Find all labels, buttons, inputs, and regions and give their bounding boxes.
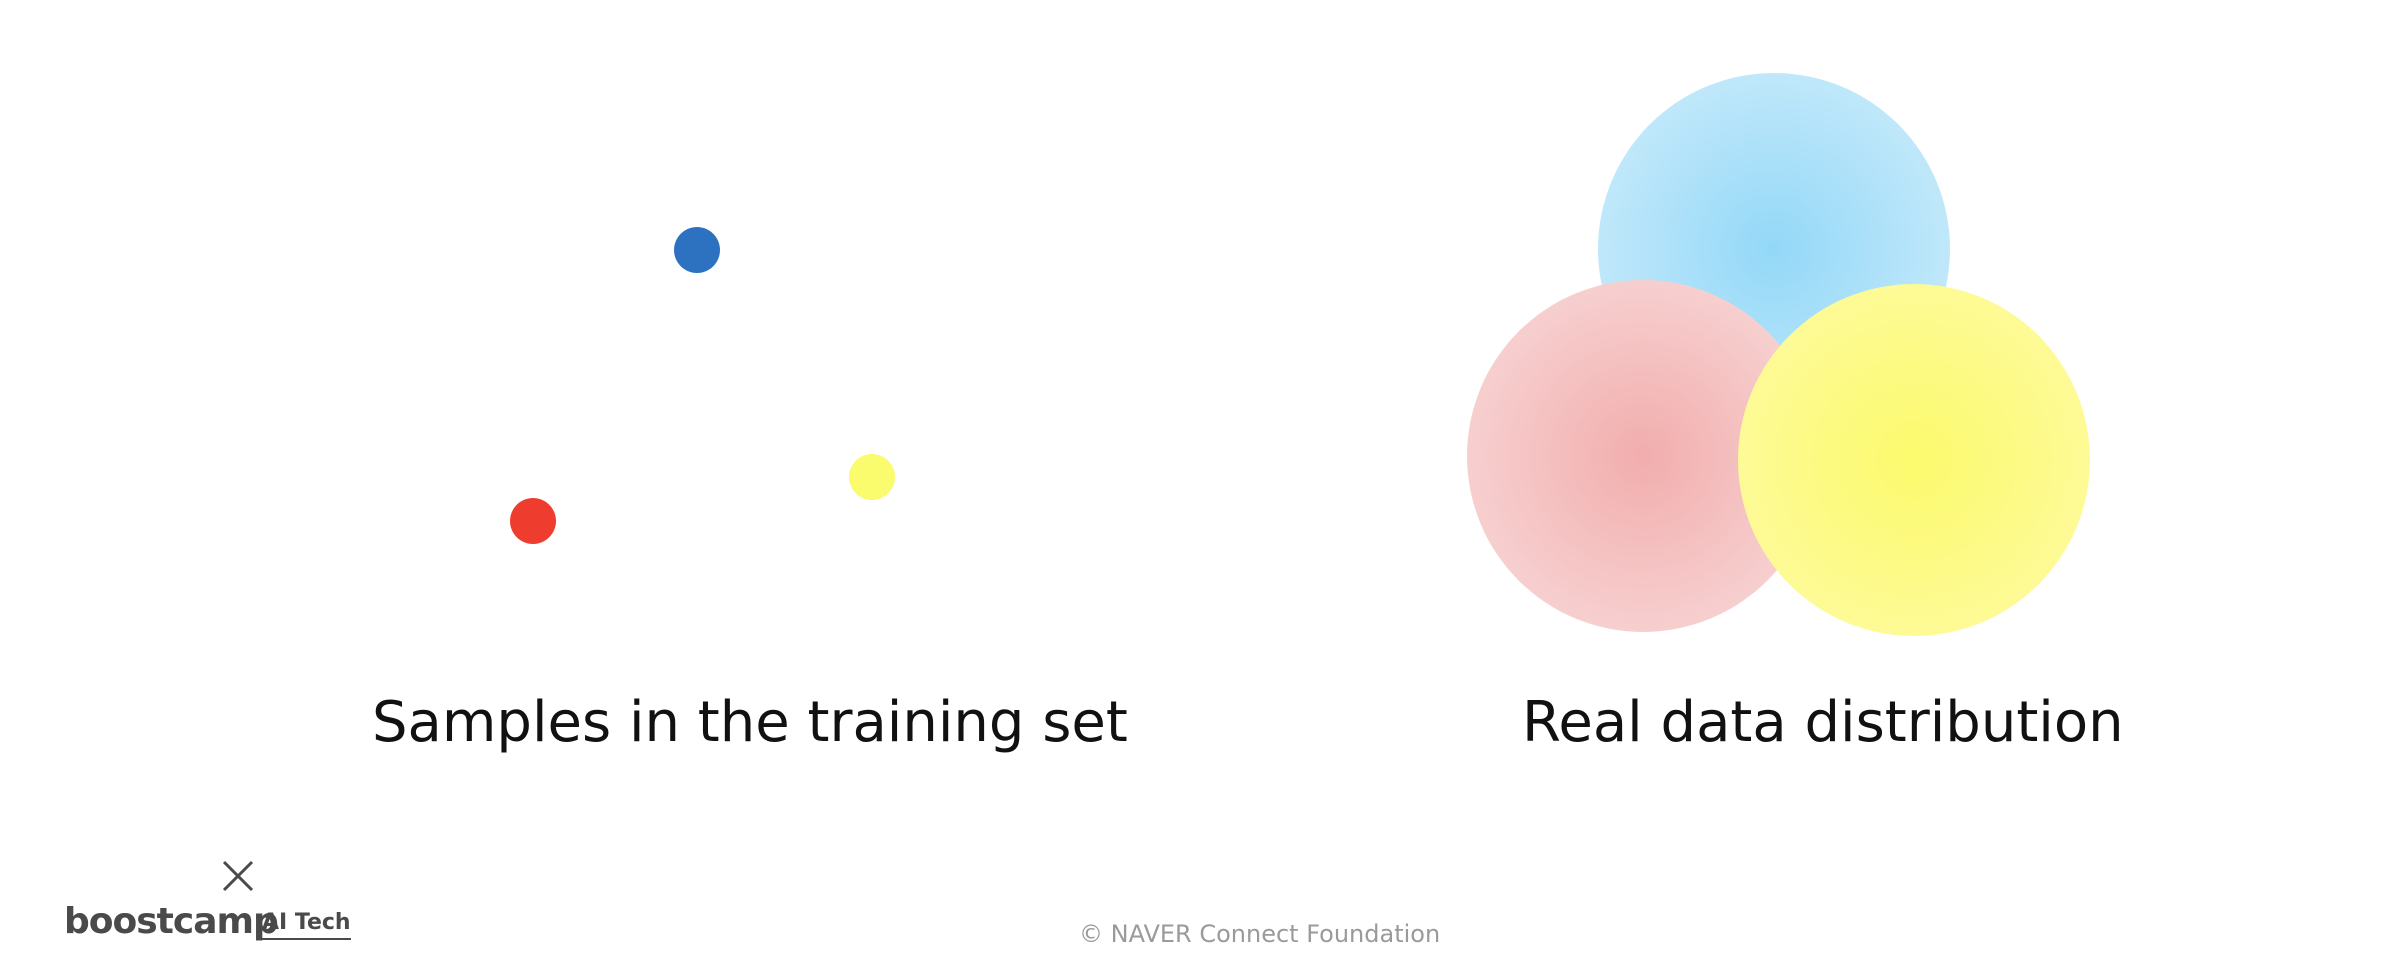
blue-sample-dot	[674, 227, 720, 273]
right-caption: Real data distribution	[1522, 690, 2124, 755]
copyright-footer: © NAVER Connect Foundation	[1079, 920, 1441, 948]
logo-subtitle: AI Tech	[262, 908, 351, 940]
left-caption: Samples in the training set	[372, 690, 1128, 755]
yellow-sample-dot	[849, 454, 895, 500]
boostcamp-logo: boostcamp AI Tech	[64, 858, 364, 948]
yellow-distribution-circle	[1738, 284, 2090, 636]
logo-wordmark: boostcamp	[64, 901, 279, 942]
cross-icon	[222, 860, 254, 892]
red-sample-dot	[510, 498, 556, 544]
